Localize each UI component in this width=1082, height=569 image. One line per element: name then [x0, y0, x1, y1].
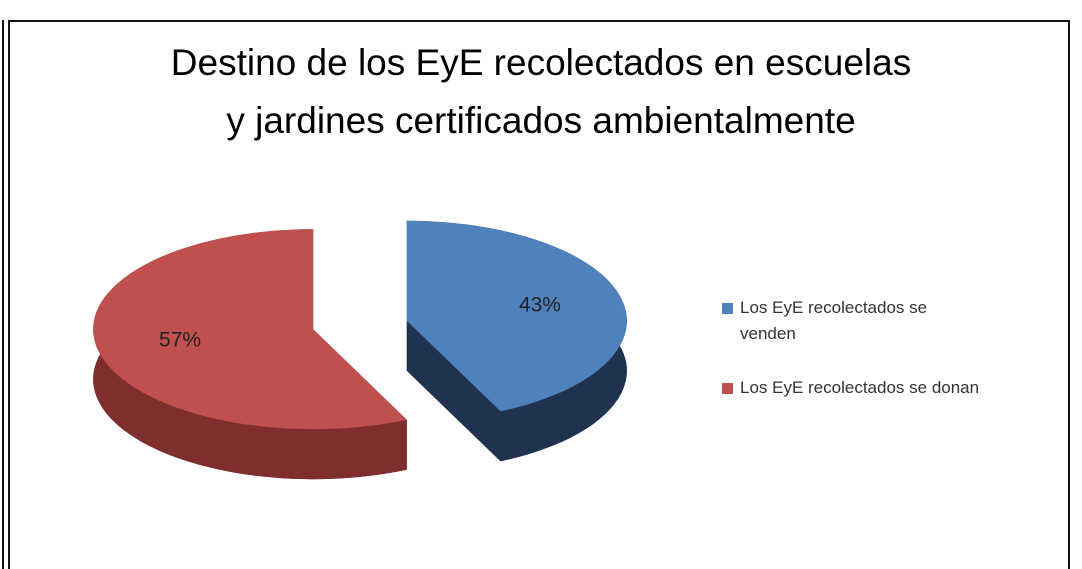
legend-swatch	[722, 383, 733, 394]
legend-label: Los EyE recolectados se donan	[740, 378, 980, 397]
chart-frame	[8, 20, 1070, 569]
legend-label: Los EyE recolectados se venden	[740, 298, 928, 343]
legend-swatch	[722, 303, 733, 314]
frame-line	[2, 20, 4, 569]
slice	[93, 229, 407, 430]
chart-title: y jardines certificados ambientalmente	[226, 100, 856, 141]
data-label: 57%	[159, 329, 201, 352]
data-label: 43%	[519, 293, 561, 316]
chart-title: Destino de los EyE recolectados en escue…	[170, 42, 912, 83]
slice-wall	[406, 320, 501, 462]
slice	[406, 220, 627, 412]
